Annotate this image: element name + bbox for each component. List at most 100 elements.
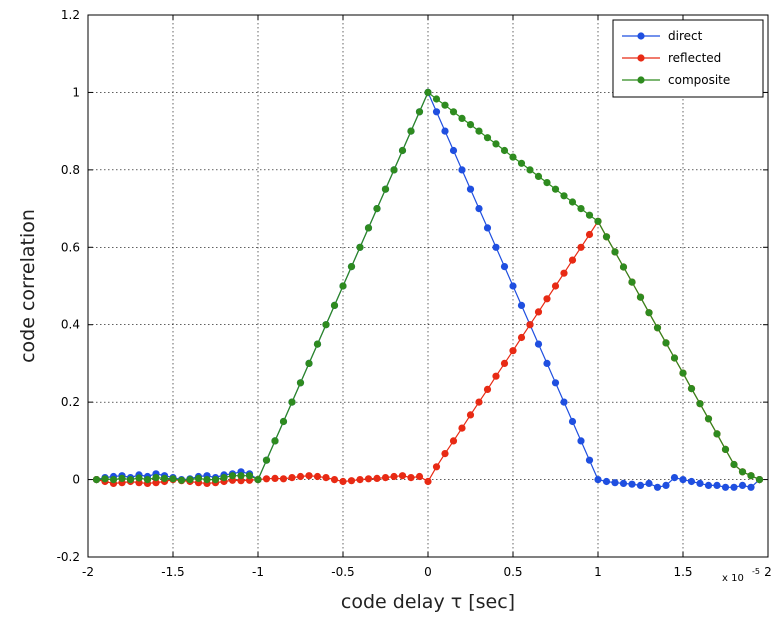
data-point-composite xyxy=(322,321,330,329)
data-point-composite xyxy=(458,114,466,122)
data-point-composite xyxy=(687,385,696,393)
data-point-composite xyxy=(449,108,458,116)
data-point-direct xyxy=(585,456,594,464)
data-point-reflected xyxy=(432,463,441,471)
data-point-composite xyxy=(415,108,424,116)
data-point-reflected xyxy=(526,321,534,329)
series-composite xyxy=(92,88,764,484)
data-point-composite xyxy=(568,198,577,206)
y-tick-label: 1.2 xyxy=(61,8,80,22)
data-point-composite xyxy=(228,472,237,480)
x-axis-label: code delay τ [sec] xyxy=(341,591,515,613)
data-point-direct xyxy=(543,359,551,367)
data-point-composite xyxy=(747,472,755,480)
data-point-direct xyxy=(653,483,662,491)
data-point-reflected xyxy=(237,477,245,485)
data-point-composite xyxy=(254,476,262,484)
data-point-composite xyxy=(152,474,160,482)
data-point-reflected xyxy=(356,476,364,484)
data-point-direct xyxy=(696,479,704,487)
data-point-direct xyxy=(577,437,585,445)
y-tick-label: 1 xyxy=(72,85,80,99)
data-point-composite xyxy=(160,474,169,482)
data-point-composite xyxy=(271,437,279,445)
data-point-composite xyxy=(177,476,186,484)
data-point-reflected xyxy=(458,424,466,432)
data-point-composite xyxy=(713,430,721,438)
data-point-composite xyxy=(398,146,407,155)
data-point-direct xyxy=(619,479,628,487)
data-point-composite xyxy=(721,445,730,453)
data-point-reflected xyxy=(534,308,543,316)
data-point-composite xyxy=(585,211,594,219)
data-point-composite xyxy=(339,282,347,290)
x-tick-label: -2 xyxy=(82,565,94,579)
data-point-reflected xyxy=(313,472,322,481)
data-point-direct xyxy=(721,483,730,491)
data-point-reflected xyxy=(551,282,560,290)
legend: direct reflected composite xyxy=(612,19,764,98)
data-point-direct xyxy=(517,301,526,309)
axis-ticks: -2 -1.5 -1 -0.5 0 0.5 1 1.5 2 -0.2 0 0.2 0.4 0.6 0.8 1 1… xyxy=(57,8,772,579)
data-point-composite xyxy=(118,474,126,482)
data-point-direct xyxy=(602,477,611,486)
data-point-composite xyxy=(560,192,568,200)
data-point-direct xyxy=(560,398,568,406)
data-point-composite xyxy=(526,166,534,174)
data-point-reflected xyxy=(449,437,458,445)
x-tick-label: 1 xyxy=(594,565,602,579)
data-point-reflected xyxy=(262,475,271,483)
data-point-reflected xyxy=(296,472,305,481)
data-point-composite xyxy=(517,159,526,167)
data-point-composite xyxy=(755,476,764,484)
y-tick-label: 0.2 xyxy=(61,395,80,409)
data-point-direct xyxy=(636,481,645,489)
data-point-direct xyxy=(458,166,466,174)
data-point-composite xyxy=(262,456,271,464)
data-point-reflected xyxy=(339,477,347,486)
data-point-reflected xyxy=(585,230,594,239)
x-tick-label: 1.5 xyxy=(673,565,692,579)
data-point-composite xyxy=(356,243,364,251)
data-point-composite xyxy=(441,101,449,109)
legend-label-composite: composite xyxy=(668,73,730,87)
data-point-composite xyxy=(109,476,118,484)
data-point-composite xyxy=(704,415,713,423)
data-point-composite xyxy=(602,233,611,241)
data-point-composite xyxy=(390,166,398,174)
data-point-reflected xyxy=(500,359,509,367)
data-point-reflected xyxy=(279,475,288,483)
data-point-reflected xyxy=(330,476,339,484)
data-point-composite xyxy=(594,217,602,225)
data-point-direct xyxy=(594,476,602,484)
data-point-direct xyxy=(568,417,577,426)
legend-label-direct: direct xyxy=(668,29,703,43)
data-point-composite xyxy=(424,88,432,96)
data-point-reflected xyxy=(492,372,500,380)
data-point-direct xyxy=(509,282,517,290)
data-point-direct xyxy=(483,224,492,232)
data-point-reflected xyxy=(517,333,526,342)
data-point-direct xyxy=(432,108,441,116)
legend-marker-direct xyxy=(637,32,645,40)
data-point-composite xyxy=(466,121,475,129)
y-axis-label: code correlation xyxy=(17,209,39,363)
data-point-composite xyxy=(330,301,339,309)
data-point-reflected xyxy=(381,474,390,482)
data-point-direct xyxy=(747,483,755,491)
data-point-composite xyxy=(696,400,704,408)
data-point-composite xyxy=(135,474,143,482)
data-point-composite xyxy=(730,460,738,469)
data-point-composite xyxy=(169,475,177,483)
series-group xyxy=(92,88,764,491)
x-tick-label: 0 xyxy=(424,565,432,579)
y-tick-label: 0.6 xyxy=(61,240,80,254)
data-point-direct xyxy=(645,479,653,487)
data-point-reflected xyxy=(543,295,551,303)
data-point-reflected xyxy=(568,256,577,264)
data-point-direct xyxy=(738,481,747,489)
data-point-reflected xyxy=(577,243,585,251)
data-point-reflected xyxy=(509,347,517,355)
data-point-composite xyxy=(662,339,670,347)
x-tick-label: 0.5 xyxy=(503,565,522,579)
